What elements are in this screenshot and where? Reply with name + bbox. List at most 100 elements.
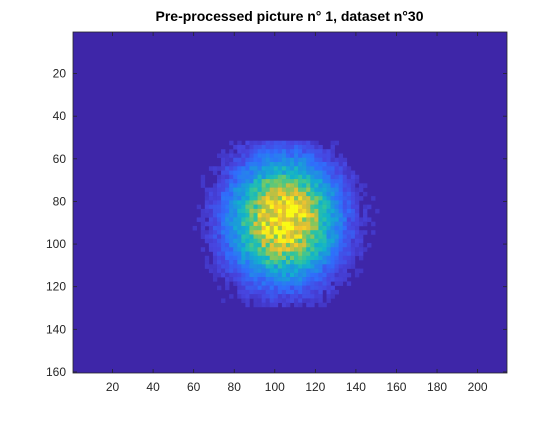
- heatmap-cell: [269, 153, 275, 159]
- heatmap-cell: [318, 298, 323, 303]
- heatmap-cell: [216, 225, 222, 231]
- heatmap-cell: [225, 170, 230, 176]
- heatmap-cell: [338, 247, 344, 252]
- heatmap-cell: [367, 242, 372, 248]
- heatmap-cell: [350, 200, 356, 205]
- heatmap-cell: [310, 234, 315, 240]
- heatmap-cell: [354, 187, 360, 193]
- heatmap-cell: [216, 208, 222, 214]
- heatmap-cell: [346, 272, 352, 278]
- heatmap-cell: [237, 191, 242, 197]
- heatmap-cell: [346, 217, 352, 222]
- heatmap-cell: [342, 255, 348, 261]
- heatmap-cell: [237, 162, 242, 167]
- heatmap-cell: [212, 230, 218, 235]
- heatmap-cell: [314, 157, 319, 163]
- heatmap-cell: [306, 285, 311, 291]
- heatmap-cell: [298, 255, 303, 261]
- heatmap-cell: [306, 234, 311, 240]
- heatmap-cell: [330, 204, 335, 210]
- heatmap-cell: [310, 247, 315, 252]
- heatmap-cell: [294, 302, 299, 308]
- heatmap-cell: [290, 191, 295, 197]
- heatmap-cell: [334, 217, 339, 222]
- heatmap-cell: [273, 285, 279, 291]
- heatmap-cell: [314, 153, 319, 159]
- heatmap-cell: [326, 289, 331, 295]
- heatmap-cell: [371, 196, 376, 201]
- heatmap-cell: [306, 144, 311, 150]
- heatmap-cell: [338, 170, 344, 176]
- heatmap-cell: [330, 247, 335, 252]
- heatmap-cell: [249, 183, 254, 188]
- heatmap-cell: [273, 264, 279, 269]
- heatmap-cell: [229, 183, 234, 188]
- heatmap-cell: [237, 179, 242, 184]
- heatmap-cell: [354, 225, 360, 231]
- heatmap-cell: [229, 208, 234, 214]
- heatmap-cell: [318, 179, 323, 184]
- heatmap-cell: [265, 230, 271, 235]
- heatmap-cell: [314, 234, 319, 240]
- heatmap-cell: [208, 204, 214, 210]
- heatmap-cell: [221, 268, 226, 274]
- heatmap-cell: [302, 247, 307, 252]
- heatmap-cell: [261, 281, 266, 286]
- heatmap-cell: [326, 260, 331, 265]
- heatmap-cell: [358, 187, 364, 193]
- heatmap-cell: [233, 264, 238, 269]
- heatmap-cell: [294, 221, 299, 227]
- heatmap-cell: [253, 272, 258, 278]
- heatmap-cell: [306, 157, 311, 163]
- heatmap-cell: [208, 221, 214, 227]
- heatmap-cell: [277, 213, 283, 218]
- heatmap-cell: [269, 242, 275, 248]
- heatmap-cell: [318, 260, 323, 265]
- heatmap-cell: [277, 162, 283, 167]
- heatmap-cell: [330, 251, 335, 257]
- heatmap-cell: [330, 191, 335, 197]
- heatmap-cell: [294, 281, 299, 286]
- heatmap-cell: [330, 230, 335, 235]
- heatmap-cell: [318, 264, 323, 269]
- heatmap-cell: [314, 264, 319, 269]
- heatmap-cell: [302, 179, 307, 184]
- heatmap-cell: [216, 255, 222, 261]
- heatmap-cell: [253, 234, 258, 240]
- heatmap-cell: [306, 298, 311, 303]
- heatmap-cell: [233, 157, 238, 163]
- heatmap-cell: [249, 170, 254, 176]
- heatmap-cell: [338, 174, 344, 180]
- heatmap-cell: [338, 268, 344, 274]
- heatmap-cell: [229, 255, 234, 261]
- heatmap-cell: [326, 204, 331, 210]
- heatmap-cell: [330, 277, 335, 282]
- heatmap-cell: [363, 230, 368, 235]
- heatmap-cell: [216, 272, 222, 278]
- heatmap-cell: [310, 200, 315, 205]
- heatmap-cell: [318, 200, 323, 205]
- heatmap-cell: [273, 302, 279, 308]
- heatmap-cell: [257, 264, 262, 269]
- x-tick-label: 60: [187, 380, 201, 394]
- heatmap-cell: [212, 208, 218, 214]
- heatmap-cell: [330, 221, 335, 227]
- heatmap-cell: [346, 234, 352, 240]
- heatmap-cell: [265, 217, 271, 222]
- heatmap-cell: [261, 242, 266, 248]
- heatmap-cell: [273, 179, 279, 184]
- heatmap-cell: [257, 187, 262, 193]
- heatmap-cell: [354, 238, 360, 244]
- heatmap-cell: [229, 162, 234, 167]
- heatmap-cell: [290, 298, 295, 303]
- heatmap-cell: [306, 149, 311, 154]
- heatmap-cell: [212, 191, 218, 197]
- heatmap-cell: [265, 183, 271, 188]
- heatmap-cell: [265, 302, 271, 308]
- heatmap-cell: [229, 268, 234, 274]
- heatmap-cell: [298, 153, 303, 159]
- heatmap-cell: [298, 162, 303, 167]
- heatmap-cell: [277, 149, 283, 154]
- heatmap-cell: [237, 272, 242, 278]
- heatmap-cell: [277, 166, 283, 171]
